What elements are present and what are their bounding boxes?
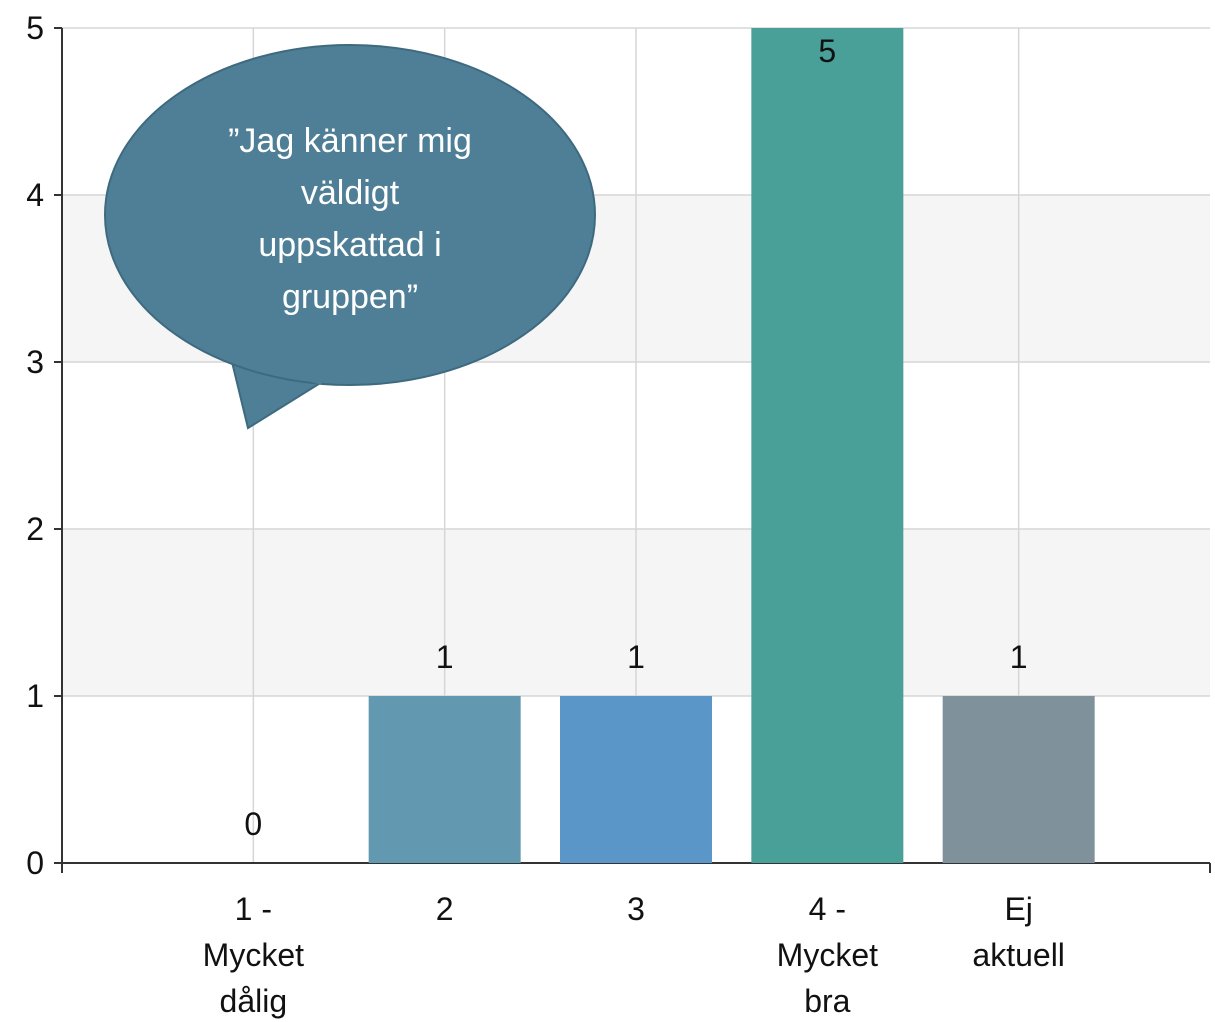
x-tick-label: Ej aktuell — [972, 891, 1065, 973]
x-tick-label: 2 — [436, 891, 454, 927]
value-label: 1 — [627, 639, 645, 675]
y-tick-label: 4 — [26, 177, 44, 213]
y-tick-label: 2 — [26, 511, 44, 547]
speech-bubble: ”Jag känner mig väldigt uppskattad i gruppe… — [104, 44, 596, 430]
annotation: ”Jag känner mig väldigt uppskattad i gruppe… — [228, 122, 472, 316]
marks: 1 -Mycket dålig 0 2 1 3 1 4 -Mycket bra 5 Ej aktuel… — [203, 28, 1095, 1019]
x-tick-label: 3 — [627, 891, 645, 927]
bar — [942, 696, 1095, 863]
value-label: 1 — [1010, 639, 1028, 675]
value-label: 1 — [436, 639, 454, 675]
bar — [368, 696, 521, 863]
x-tick-label: 1 -Mycket dålig — [203, 891, 304, 1019]
value-label: 5 — [818, 33, 836, 69]
y-tick-label: 3 — [26, 344, 44, 380]
y-tick-label: 0 — [26, 845, 44, 881]
bar — [560, 696, 712, 863]
bubble-join — [235, 352, 323, 385]
y-tick-label: 1 — [26, 678, 44, 714]
value-label: 0 — [244, 806, 262, 842]
y-tick-label: 5 — [26, 10, 44, 46]
bubble-body — [104, 44, 596, 386]
x-tick-label: 4 -Mycket bra — [777, 891, 878, 1019]
bar — [751, 28, 904, 863]
